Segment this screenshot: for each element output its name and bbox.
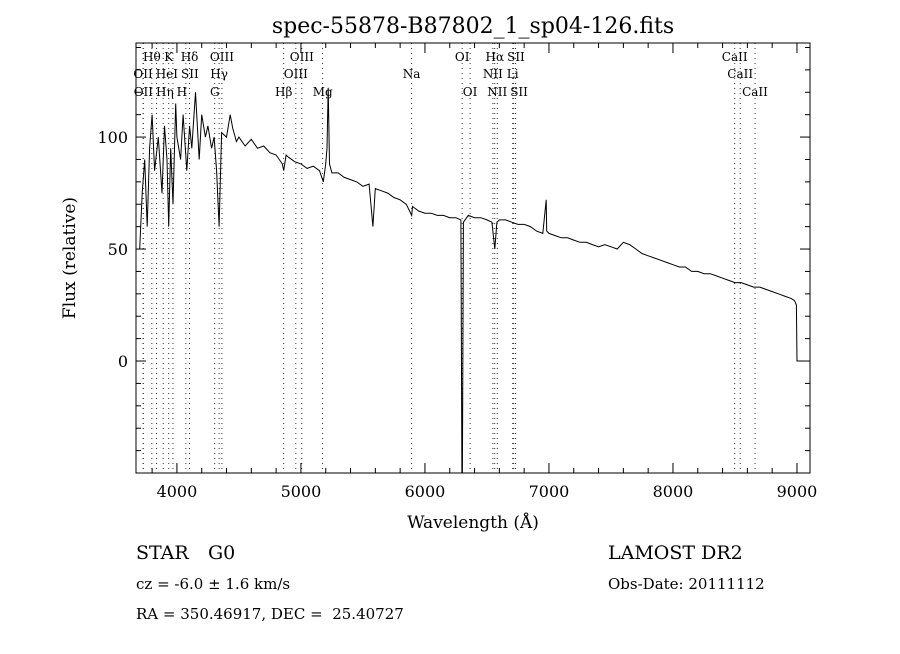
line-label: OIII — [290, 50, 314, 64]
line-label: SII — [507, 50, 525, 64]
line-label: Hη — [156, 85, 174, 99]
plot-frame — [135, 42, 811, 474]
line-label: Hθ — [143, 50, 161, 64]
x-tick-label: 6000 — [405, 482, 446, 501]
line-label: NII — [483, 67, 503, 81]
line-label: Li — [507, 67, 519, 81]
obs-date: Obs-Date: 20111112 — [608, 575, 765, 593]
x-tick-label: 8000 — [653, 482, 694, 501]
x-tick-label: 7000 — [529, 482, 570, 501]
line-label: OII — [134, 85, 154, 99]
line-label: K — [164, 50, 174, 64]
coordinates-text: RA = 350.46917, DEC = 25.40727 — [136, 605, 404, 623]
x-axis-label: Wavelength (Å) — [407, 512, 539, 533]
line-label: OIII — [284, 67, 308, 81]
y-axis-label: Flux (relative) — [60, 197, 80, 319]
y-tick-label: 50 — [108, 240, 128, 259]
y-tick-label: 100 — [97, 128, 128, 147]
line-label: NII — [487, 85, 507, 99]
object-subclass: G0 — [208, 542, 236, 564]
line-label: SII — [510, 85, 528, 99]
line-label: SII — [181, 67, 199, 81]
x-tick-label: 9000 — [777, 482, 818, 501]
survey-label: LAMOST DR2 — [608, 542, 743, 564]
chart-title: spec-55878-B87802_1_sp04-126.fits — [272, 14, 674, 39]
line-label: OI — [455, 50, 470, 64]
x-tick-label: 4000 — [157, 482, 198, 501]
line-label: Na — [403, 67, 421, 81]
line-label: H — [177, 85, 187, 99]
line-label: OIII — [210, 50, 234, 64]
line-label: CaII — [742, 85, 768, 99]
line-label: Hα — [486, 50, 505, 64]
line-label: Mg — [313, 85, 333, 99]
y-tick-label: 0 — [118, 352, 128, 371]
line-label: Hβ — [275, 85, 292, 99]
line-label: Hδ — [181, 50, 199, 64]
x-tick-label: 5000 — [281, 482, 322, 501]
spectrum-line — [138, 87, 802, 474]
line-label: OI — [463, 85, 478, 99]
line-label: G — [210, 85, 220, 99]
redshift-text: cz = -6.0 ± 1.6 km/s — [136, 575, 291, 593]
line-label: CaII — [722, 50, 748, 64]
line-label: HeI — [156, 67, 179, 81]
line-label: Hγ — [210, 67, 228, 81]
object-class: STAR — [136, 542, 189, 564]
line-label: CaII — [727, 67, 753, 81]
